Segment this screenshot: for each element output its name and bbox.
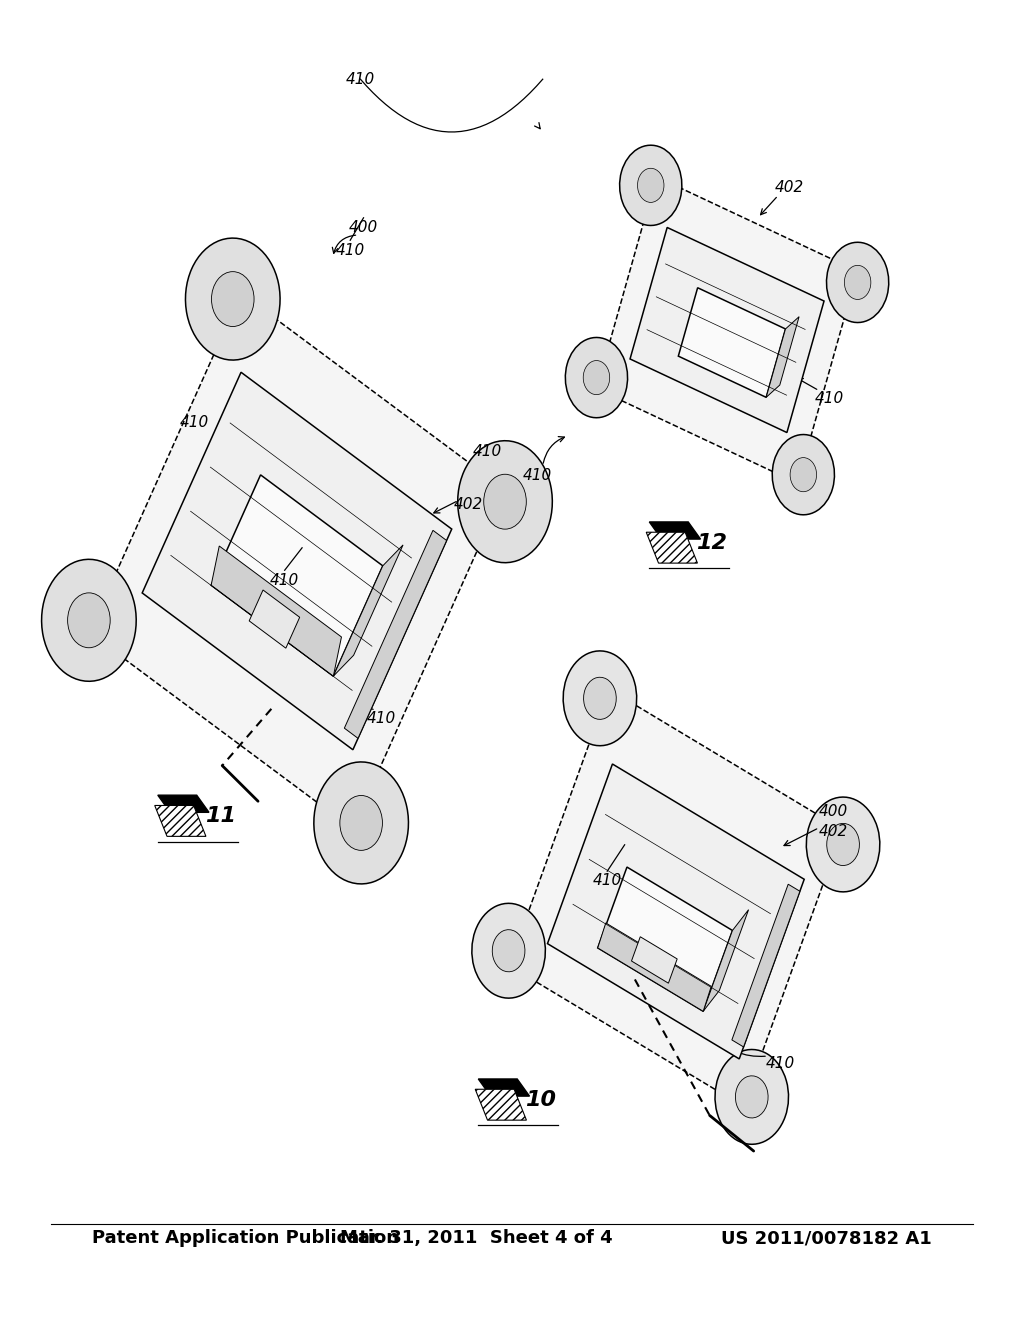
- Ellipse shape: [584, 360, 609, 395]
- Polygon shape: [632, 937, 677, 983]
- Ellipse shape: [340, 796, 382, 850]
- Text: 410: 410: [766, 1056, 796, 1072]
- Polygon shape: [211, 475, 383, 676]
- Ellipse shape: [772, 434, 835, 515]
- Polygon shape: [732, 884, 800, 1047]
- Polygon shape: [334, 545, 403, 676]
- Text: 410: 410: [336, 243, 365, 259]
- Polygon shape: [548, 764, 804, 1059]
- Text: Patent Application Publication: Patent Application Publication: [92, 1229, 399, 1247]
- Ellipse shape: [42, 560, 136, 681]
- Ellipse shape: [493, 929, 525, 972]
- Polygon shape: [766, 317, 799, 397]
- Polygon shape: [249, 590, 300, 648]
- Polygon shape: [142, 372, 452, 750]
- Text: 410: 410: [815, 391, 845, 407]
- Ellipse shape: [212, 272, 254, 326]
- Ellipse shape: [791, 458, 816, 492]
- Ellipse shape: [185, 238, 281, 360]
- Text: 410: 410: [367, 710, 396, 726]
- Text: 410: 410: [180, 414, 209, 430]
- Text: 410: 410: [522, 467, 552, 483]
- Ellipse shape: [806, 797, 880, 892]
- Polygon shape: [649, 521, 700, 539]
- Ellipse shape: [826, 824, 859, 866]
- Polygon shape: [475, 1089, 526, 1121]
- Text: 410: 410: [346, 71, 375, 87]
- Polygon shape: [155, 805, 206, 837]
- Polygon shape: [703, 909, 749, 1011]
- Ellipse shape: [483, 474, 526, 529]
- Text: 410: 410: [270, 573, 299, 589]
- Ellipse shape: [638, 168, 664, 202]
- Polygon shape: [509, 689, 843, 1106]
- Text: 11: 11: [205, 805, 236, 826]
- Ellipse shape: [565, 338, 628, 417]
- Ellipse shape: [313, 762, 409, 884]
- Polygon shape: [478, 1078, 529, 1096]
- Text: 402: 402: [775, 180, 805, 195]
- Ellipse shape: [826, 243, 889, 322]
- Ellipse shape: [620, 145, 682, 226]
- Polygon shape: [598, 923, 712, 1011]
- Text: 10: 10: [525, 1089, 556, 1110]
- Polygon shape: [646, 532, 697, 564]
- Text: 400: 400: [349, 219, 378, 235]
- Ellipse shape: [845, 265, 870, 300]
- Ellipse shape: [584, 677, 616, 719]
- Polygon shape: [158, 795, 209, 812]
- Ellipse shape: [472, 903, 546, 998]
- Polygon shape: [597, 177, 857, 483]
- Polygon shape: [678, 288, 785, 397]
- Ellipse shape: [715, 1049, 788, 1144]
- Text: Mar. 31, 2011  Sheet 4 of 4: Mar. 31, 2011 Sheet 4 of 4: [340, 1229, 612, 1247]
- Polygon shape: [598, 867, 732, 1011]
- Ellipse shape: [68, 593, 111, 648]
- Polygon shape: [344, 531, 446, 738]
- Text: 410: 410: [473, 444, 503, 459]
- Ellipse shape: [735, 1076, 768, 1118]
- Text: 400: 400: [819, 804, 849, 820]
- Text: 12: 12: [696, 532, 727, 553]
- Text: 402: 402: [454, 496, 483, 512]
- Ellipse shape: [563, 651, 637, 746]
- Text: US 2011/0078182 A1: US 2011/0078182 A1: [721, 1229, 932, 1247]
- Polygon shape: [630, 227, 824, 433]
- Polygon shape: [89, 293, 505, 829]
- Polygon shape: [211, 546, 341, 676]
- Text: 402: 402: [819, 824, 849, 840]
- Ellipse shape: [458, 441, 552, 562]
- Text: 410: 410: [593, 873, 622, 888]
